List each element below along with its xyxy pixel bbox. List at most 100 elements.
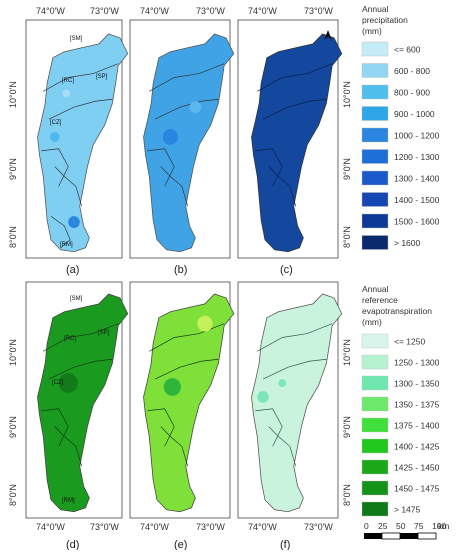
legend-et-swatch-7 <box>361 480 389 496</box>
region-label-cz: [CZ] <box>50 120 62 126</box>
top-lon-label-2: 73°0'W <box>90 6 119 16</box>
panel-c <box>237 19 343 259</box>
lat-label-top-3: 8°0'N <box>8 226 18 248</box>
legend-precip-swatch-6 <box>361 170 389 186</box>
legend-precip-swatch-7 <box>361 192 389 207</box>
legend-et-label-8: > 1475 <box>394 505 421 515</box>
legend-et-swatch-2 <box>361 375 389 391</box>
legend-precip-label-5: 1200 - 1300 <box>394 152 440 162</box>
panel-label-a: (a) <box>66 264 79 276</box>
legend-et-label-5: 1400 - 1425 <box>394 442 440 452</box>
legend-precipitation: Annual precipitation (mm) <= 600 600 - 80… <box>361 4 440 250</box>
legend-et-label-6: 1425 - 1450 <box>394 463 440 473</box>
legend-et-label-4: 1375 - 1400 <box>394 421 440 431</box>
legend-et-swatch-4 <box>361 417 389 433</box>
legend-et-label-0: <= 1250 <box>394 337 425 347</box>
legend-et-title-2: reference <box>362 295 398 305</box>
legend-precip-label-1: 600 - 800 <box>394 66 430 76</box>
legend-precip-swatch-2 <box>361 84 389 100</box>
scale-unit: km <box>438 521 449 531</box>
legend-precip-swatch-5 <box>361 149 389 164</box>
lat-label-top-4: 10°0'N <box>342 81 352 108</box>
legend-et-swatch-8 <box>361 501 389 517</box>
legend-precip-swatch-4 <box>361 127 389 143</box>
lat-label-bot-4: 10°0'N <box>342 339 352 366</box>
legend-precip-label-2: 800 - 900 <box>394 88 430 98</box>
legend-evapotranspiration: Annual reference evapotranspiration (mm)… <box>361 284 440 517</box>
legend-et-title-3: evapotranspiration <box>362 306 432 316</box>
lat-label-bot-3: 8°0'N <box>8 484 18 506</box>
top-lon-label-6: 73°0'W <box>304 6 333 16</box>
lat-label-bot-2: 9°0'N <box>8 416 18 438</box>
legend-precip-label-0: <= 600 <box>394 45 421 55</box>
legend-precip-label-8: 1500 - 1600 <box>394 217 440 227</box>
panel-d: [SM] [RC] [SP] [CZ] [RM] <box>25 281 129 519</box>
lat-label-bot-6: 8°0'N <box>342 484 352 506</box>
region-label-cz-2: [CZ] <box>52 380 64 386</box>
legend-et-title-1: Annual <box>362 284 389 294</box>
lat-label-bot-1: 10°0'N <box>8 339 18 366</box>
panel-label-f: (f) <box>280 539 290 550</box>
lat-label-top-5: 9°0'N <box>342 158 352 180</box>
region-label-rm-2: [RM] <box>62 498 75 504</box>
panel-e <box>129 281 235 519</box>
scale-tick-3: 75 <box>414 521 424 531</box>
legend-et-label-2: 1300 - 1350 <box>394 379 440 389</box>
legend-et-swatch-3 <box>361 396 389 412</box>
legend-precip-swatch-9 <box>361 235 389 250</box>
scale-tick-4: 100 <box>432 521 446 531</box>
legend-precip-label-7: 1400 - 1500 <box>394 195 440 205</box>
bot-lon-label-4: 73°0'W <box>196 522 225 532</box>
scale-tick-1: 25 <box>378 521 388 531</box>
legend-et-swatch-6 <box>361 459 389 475</box>
panel-label-c: (c) <box>280 264 293 276</box>
region-label-sp: [SP] <box>96 74 108 80</box>
legend-precip-label-4: 1000 - 1200 <box>394 131 440 141</box>
region-label-sp-2: [SP] <box>98 330 110 336</box>
scale-tick-0: 0 <box>364 521 369 531</box>
legend-precip-label-6: 1300 - 1400 <box>394 174 440 184</box>
scale-tick-2: 50 <box>396 521 406 531</box>
legend-precip-swatch-1 <box>361 63 389 78</box>
top-lon-label-3: 74°0'W <box>140 6 169 16</box>
legend-precip-title-3: (mm) <box>362 26 382 36</box>
panel-f <box>237 281 343 519</box>
panel-b <box>129 19 235 259</box>
legend-et-swatch-0 <box>361 333 389 349</box>
top-lon-label-4: 73°0'W <box>196 6 225 16</box>
region-label-rm: [RM] <box>60 242 73 248</box>
legend-precip-swatch-0 <box>361 41 389 57</box>
panel-label-d: (d) <box>66 539 79 550</box>
legend-et-swatch-5 <box>361 438 389 454</box>
legend-precip-swatch-8 <box>361 213 389 229</box>
legend-et-label-7: 1450 - 1475 <box>394 484 440 494</box>
bot-lon-label-6: 73°0'W <box>304 522 333 532</box>
bot-lon-label-5: 74°0'W <box>248 522 277 532</box>
legend-et-label-3: 1350 - 1375 <box>394 400 440 410</box>
lat-label-top-1: 10°0'N <box>8 81 18 108</box>
legend-precip-label-9: > 1600 <box>394 238 421 248</box>
panel-a: [SM] [RC] [SP] [CZ] [RM] <box>25 19 129 259</box>
region-label-rc: [RC] <box>62 78 74 84</box>
lat-label-top-2: 9°0'N <box>8 158 18 180</box>
legend-precip-title-2: precipitation <box>362 15 408 25</box>
legend-et-swatch-1 <box>361 354 389 370</box>
top-lon-label-1: 74°0'W <box>36 6 65 16</box>
bot-lon-label-2: 73°0'W <box>90 522 119 532</box>
bot-lon-label-3: 74°0'W <box>140 522 169 532</box>
panel-label-e: (e) <box>174 539 187 550</box>
legend-et-label-1: 1250 - 1300 <box>394 358 440 368</box>
panel-label-b: (b) <box>174 264 187 276</box>
legend-precip-swatch-3 <box>361 106 389 121</box>
legend-et-title-4: (mm) <box>362 317 382 327</box>
bot-lon-label-1: 74°0'W <box>36 522 65 532</box>
legend-precip-label-3: 900 - 1000 <box>394 109 435 119</box>
region-label-sm: [SM] <box>70 36 83 42</box>
top-lon-label-5: 74°0'W <box>248 6 277 16</box>
lat-label-bot-5: 9°0'N <box>342 416 352 438</box>
region-label-rc-2: [RC] <box>64 336 76 342</box>
region-label-sm-2: [SM] <box>70 296 83 302</box>
north-arrow-icon <box>324 30 332 40</box>
